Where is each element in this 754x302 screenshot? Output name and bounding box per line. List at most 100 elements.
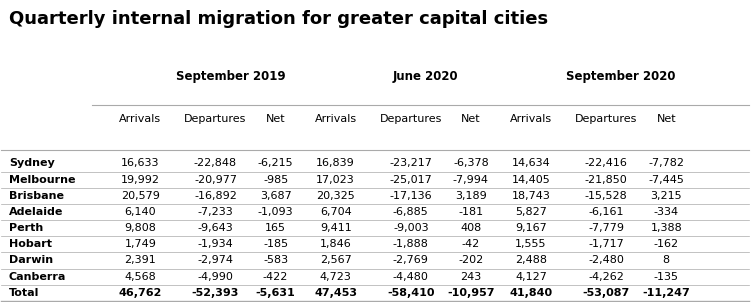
Text: 18,743: 18,743 — [511, 191, 550, 201]
Text: -181: -181 — [458, 207, 483, 217]
Text: Perth: Perth — [9, 223, 43, 233]
Text: 4,568: 4,568 — [124, 271, 156, 281]
Text: -42: -42 — [461, 239, 480, 249]
Text: 1,388: 1,388 — [651, 223, 682, 233]
Text: -22,848: -22,848 — [194, 159, 237, 169]
Text: -6,215: -6,215 — [258, 159, 293, 169]
Text: -53,087: -53,087 — [583, 288, 630, 298]
Text: 9,411: 9,411 — [320, 223, 351, 233]
Text: 20,579: 20,579 — [121, 191, 160, 201]
Text: -162: -162 — [654, 239, 679, 249]
Text: -7,445: -7,445 — [648, 175, 684, 185]
Text: Net: Net — [461, 114, 481, 124]
Text: -185: -185 — [263, 239, 288, 249]
Text: Total: Total — [9, 288, 39, 298]
Text: -2,480: -2,480 — [588, 255, 624, 265]
Text: September 2019: September 2019 — [176, 70, 285, 83]
Text: Departures: Departures — [575, 114, 637, 124]
Text: 16,839: 16,839 — [317, 159, 355, 169]
Text: 6,140: 6,140 — [124, 207, 156, 217]
Text: 3,189: 3,189 — [455, 191, 487, 201]
Text: -11,247: -11,247 — [642, 288, 690, 298]
Text: -1,717: -1,717 — [588, 239, 624, 249]
Text: 4,127: 4,127 — [515, 271, 547, 281]
Text: 20,325: 20,325 — [317, 191, 355, 201]
Text: Arrivals: Arrivals — [510, 114, 552, 124]
Text: -17,136: -17,136 — [390, 191, 432, 201]
Text: 2,567: 2,567 — [320, 255, 351, 265]
Text: Net: Net — [657, 114, 676, 124]
Text: -7,779: -7,779 — [588, 223, 624, 233]
Text: 8: 8 — [663, 255, 670, 265]
Text: -16,892: -16,892 — [194, 191, 237, 201]
Text: Brisbane: Brisbane — [9, 191, 64, 201]
Text: 14,405: 14,405 — [512, 175, 550, 185]
Text: -334: -334 — [654, 207, 679, 217]
Text: Arrivals: Arrivals — [314, 114, 357, 124]
Text: -6,161: -6,161 — [588, 207, 624, 217]
Text: 243: 243 — [460, 271, 482, 281]
Text: Melbourne: Melbourne — [9, 175, 75, 185]
Text: -4,990: -4,990 — [198, 271, 234, 281]
Text: -10,957: -10,957 — [447, 288, 495, 298]
Text: 2,391: 2,391 — [124, 255, 156, 265]
Text: 19,992: 19,992 — [121, 175, 160, 185]
Text: 2,488: 2,488 — [515, 255, 547, 265]
Text: -21,850: -21,850 — [585, 175, 627, 185]
Text: -583: -583 — [263, 255, 288, 265]
Text: 3,215: 3,215 — [651, 191, 682, 201]
Text: -7,782: -7,782 — [648, 159, 684, 169]
Text: June 2020: June 2020 — [393, 70, 458, 83]
Text: -23,217: -23,217 — [389, 159, 432, 169]
Text: -6,885: -6,885 — [393, 207, 429, 217]
Text: -135: -135 — [654, 271, 679, 281]
Text: 47,453: 47,453 — [314, 288, 357, 298]
Text: -22,416: -22,416 — [584, 159, 627, 169]
Text: 6,704: 6,704 — [320, 207, 351, 217]
Text: -202: -202 — [458, 255, 483, 265]
Text: -2,974: -2,974 — [198, 255, 234, 265]
Text: Departures: Departures — [379, 114, 442, 124]
Text: Adelaide: Adelaide — [9, 207, 63, 217]
Text: -985: -985 — [263, 175, 288, 185]
Text: -7,994: -7,994 — [453, 175, 489, 185]
Text: Departures: Departures — [184, 114, 247, 124]
Text: Net: Net — [265, 114, 286, 124]
Text: 5,827: 5,827 — [515, 207, 547, 217]
Text: 3,687: 3,687 — [259, 191, 292, 201]
Text: Darwin: Darwin — [9, 255, 53, 265]
Text: 408: 408 — [460, 223, 482, 233]
Text: -6,378: -6,378 — [453, 159, 489, 169]
Text: Arrivals: Arrivals — [119, 114, 161, 124]
Text: -1,934: -1,934 — [198, 239, 233, 249]
Text: -9,003: -9,003 — [393, 223, 428, 233]
Text: -422: -422 — [263, 271, 288, 281]
Text: -7,233: -7,233 — [198, 207, 233, 217]
Text: Sydney: Sydney — [9, 159, 54, 169]
Text: 1,749: 1,749 — [124, 239, 156, 249]
Text: -4,480: -4,480 — [393, 271, 429, 281]
Text: -52,393: -52,393 — [192, 288, 239, 298]
Text: 9,167: 9,167 — [515, 223, 547, 233]
Text: Canberra: Canberra — [9, 271, 66, 281]
Text: 9,808: 9,808 — [124, 223, 156, 233]
Text: -2,769: -2,769 — [393, 255, 429, 265]
Text: 16,633: 16,633 — [121, 159, 160, 169]
Text: 1,846: 1,846 — [320, 239, 351, 249]
Text: Quarterly internal migration for greater capital cities: Quarterly internal migration for greater… — [9, 10, 548, 28]
Text: -25,017: -25,017 — [389, 175, 432, 185]
Text: 14,634: 14,634 — [512, 159, 550, 169]
Text: -20,977: -20,977 — [194, 175, 237, 185]
Text: 1,555: 1,555 — [515, 239, 547, 249]
Text: -1,093: -1,093 — [258, 207, 293, 217]
Text: -1,888: -1,888 — [393, 239, 429, 249]
Text: September 2020: September 2020 — [566, 70, 676, 83]
Text: -4,262: -4,262 — [588, 271, 624, 281]
Text: Hobart: Hobart — [9, 239, 52, 249]
Text: 17,023: 17,023 — [317, 175, 355, 185]
Text: 46,762: 46,762 — [118, 288, 162, 298]
Text: 41,840: 41,840 — [510, 288, 553, 298]
Text: 4,723: 4,723 — [320, 271, 351, 281]
Text: 165: 165 — [265, 223, 286, 233]
Text: -5,631: -5,631 — [256, 288, 296, 298]
